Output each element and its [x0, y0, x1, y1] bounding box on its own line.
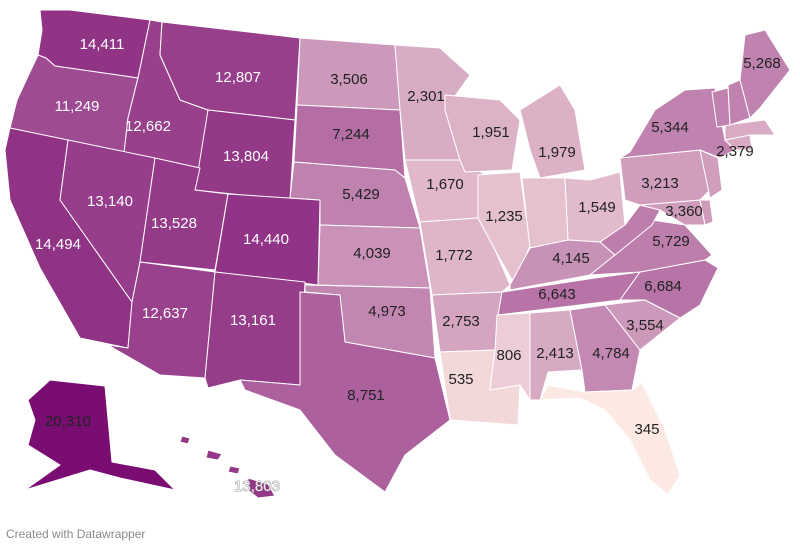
label-nv: 13,140 [87, 193, 133, 210]
label-mn: 2,301 [407, 88, 445, 105]
state-me[interactable] [739, 29, 791, 119]
label-co: 14,440 [243, 231, 289, 248]
state-nm[interactable] [204, 271, 306, 389]
state-fl[interactable] [539, 382, 681, 496]
label-sc: 3,554 [626, 317, 664, 334]
label-ny: 5,344 [651, 119, 689, 136]
label-al: 2,413 [536, 345, 574, 362]
label-mo: 1,772 [435, 247, 473, 264]
label-nc: 6,684 [644, 278, 682, 295]
state-wi[interactable] [444, 94, 521, 173]
state-tx[interactable] [239, 291, 451, 493]
label-mi: 1,979 [538, 144, 576, 161]
label-nm: 13,161 [230, 312, 276, 329]
label-ok: 4,973 [368, 303, 406, 320]
state-hi[interactable] [179, 435, 276, 499]
datawrapper-credit: Created with Datawrapper [6, 527, 146, 541]
label-wi: 1,951 [472, 124, 510, 141]
label-az: 12,637 [142, 305, 188, 322]
label-id: 12,662 [125, 118, 171, 135]
label-ar: 2,753 [442, 313, 480, 330]
label-sd: 7,244 [332, 126, 370, 143]
label-nd: 3,506 [330, 71, 368, 88]
label-ca: 14,494 [35, 236, 81, 253]
label-ia: 1,670 [426, 176, 464, 193]
label-mt: 12,807 [215, 69, 261, 86]
label-la: 535 [448, 371, 473, 388]
label-ks: 4,039 [353, 245, 391, 262]
label-il: 1,235 [485, 208, 523, 225]
label-tn: 6,643 [538, 286, 576, 303]
label-ne: 5,429 [342, 186, 380, 203]
label-oh: 1,549 [578, 199, 616, 216]
state-ak[interactable] [24, 379, 176, 491]
label-or: 11,249 [55, 98, 100, 115]
label-ut: 13,528 [151, 215, 197, 232]
state-mi[interactable] [519, 84, 586, 179]
state-in[interactable] [521, 177, 569, 249]
state-ma[interactable] [724, 119, 776, 141]
label-wy: 13,804 [223, 148, 269, 165]
label-pa: 3,213 [641, 175, 679, 192]
label-va: 5,729 [652, 233, 690, 250]
label-me: 5,268 [743, 55, 781, 72]
state-de[interactable] [699, 199, 714, 226]
label-tx: 8,751 [347, 387, 385, 404]
label-hi: 13,803 [234, 478, 280, 495]
label-wa: 14,411 [80, 36, 125, 53]
label-ak: 20,310 [45, 413, 91, 430]
label-ga: 4,784 [592, 345, 630, 362]
label-fl: 345 [634, 421, 659, 438]
label-ms: 806 [496, 347, 521, 364]
label-md: 3,360 [665, 203, 703, 220]
label-ma: 2,379 [716, 143, 754, 160]
label-ky: 4,145 [552, 250, 590, 267]
